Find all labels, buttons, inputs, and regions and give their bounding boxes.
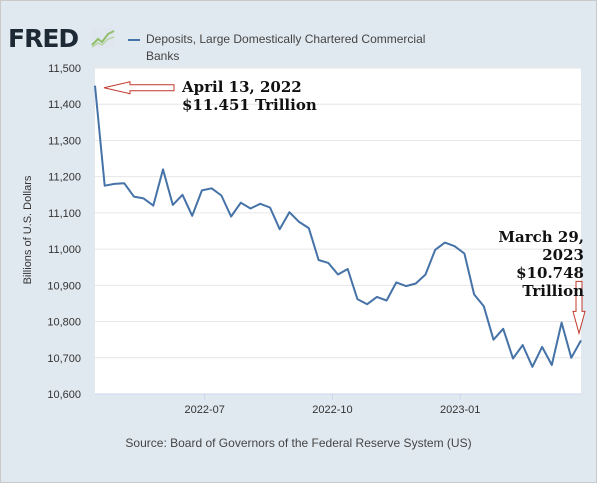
end-date-label: March 29, 2023 xyxy=(498,228,584,264)
start-value-label: $11.451 Trillion xyxy=(182,96,317,114)
y-tick-label: 10,700 xyxy=(47,353,81,365)
plot-area xyxy=(95,68,581,394)
y-axis-label: Billions of U.S. Dollars xyxy=(22,175,34,285)
end-value-label: $10.748 xyxy=(516,264,584,282)
start-arrow xyxy=(103,81,175,95)
line-graph-icon xyxy=(91,28,115,48)
x-tick-label: 2022-07 xyxy=(185,404,225,416)
start-date-label: April 13, 2022 xyxy=(182,78,302,96)
legend-label: Deposits, Large Domestically Chartered C… xyxy=(146,32,426,63)
source-note: Source: Board of Governors of the Federa… xyxy=(125,436,472,450)
series-line xyxy=(94,85,582,368)
legend-swatch xyxy=(128,39,140,41)
y-tick-label: 11,000 xyxy=(48,244,81,256)
y-tick-label: 11,200 xyxy=(48,172,81,184)
x-tick-label: 2023-01 xyxy=(440,404,480,416)
end-annotation: March 29, 2023 $10.748 Trillion xyxy=(458,228,584,300)
end-unit-label: Trillion xyxy=(522,282,584,300)
x-tick-label: 2022-10 xyxy=(312,404,352,416)
y-tick-label: 11,100 xyxy=(48,208,81,220)
y-tick-label: 10,600 xyxy=(47,389,81,401)
start-annotation: April 13, 2022 $11.451 Trillion xyxy=(182,78,317,114)
fred-logo: FRED xyxy=(8,24,79,53)
y-tick-label: 11,500 xyxy=(48,63,81,75)
y-tick-label: 10,900 xyxy=(47,280,81,292)
y-tick-label: 11,300 xyxy=(48,135,81,147)
end-arrow xyxy=(572,280,586,336)
y-tick-label: 10,800 xyxy=(47,317,81,329)
y-tick-label: 11,400 xyxy=(48,99,81,111)
